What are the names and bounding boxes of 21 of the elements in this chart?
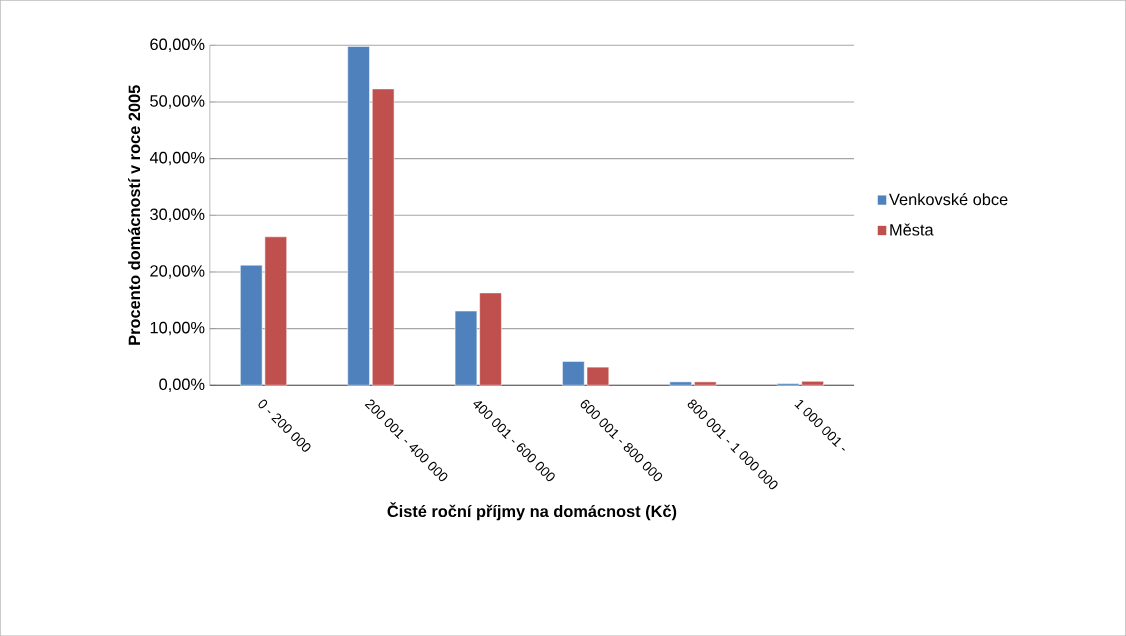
y-tick-label: 10,00% bbox=[150, 321, 205, 336]
y-tick-label: 50,00% bbox=[150, 95, 205, 109]
y-axis-title: Procento domácností v roce 2005 bbox=[127, 85, 141, 345]
bar bbox=[347, 46, 370, 386]
x-tick-label: 200 001 - 400 000 bbox=[364, 399, 448, 482]
x-tick-label: 400 001 - 600 000 bbox=[473, 401, 555, 482]
legend-label: Města bbox=[890, 223, 934, 236]
y-tick-label: 0,00% bbox=[159, 378, 205, 392]
legend-label: Venkovské obce bbox=[889, 192, 1008, 206]
y-tick-label: 40,00% bbox=[149, 151, 205, 166]
x-tick-label: 1 000 001 - bbox=[794, 399, 845, 451]
y-tick-label: 60,00% bbox=[150, 38, 205, 52]
y-tick-label: 30,00% bbox=[150, 208, 205, 222]
x-axis-title: Čisté roční příjmy na domácnost (Kč) bbox=[387, 502, 677, 521]
y-tick-label: 20,00% bbox=[150, 265, 205, 279]
x-tick-label: 0 - 200 000 bbox=[258, 399, 311, 452]
x-tick-label: 600 001 - 800 000 bbox=[580, 399, 663, 482]
bar bbox=[694, 381, 717, 386]
x-tick-label: 800 001 - 1 000 000 bbox=[687, 399, 778, 490]
bar bbox=[669, 381, 692, 386]
bar bbox=[371, 88, 395, 386]
